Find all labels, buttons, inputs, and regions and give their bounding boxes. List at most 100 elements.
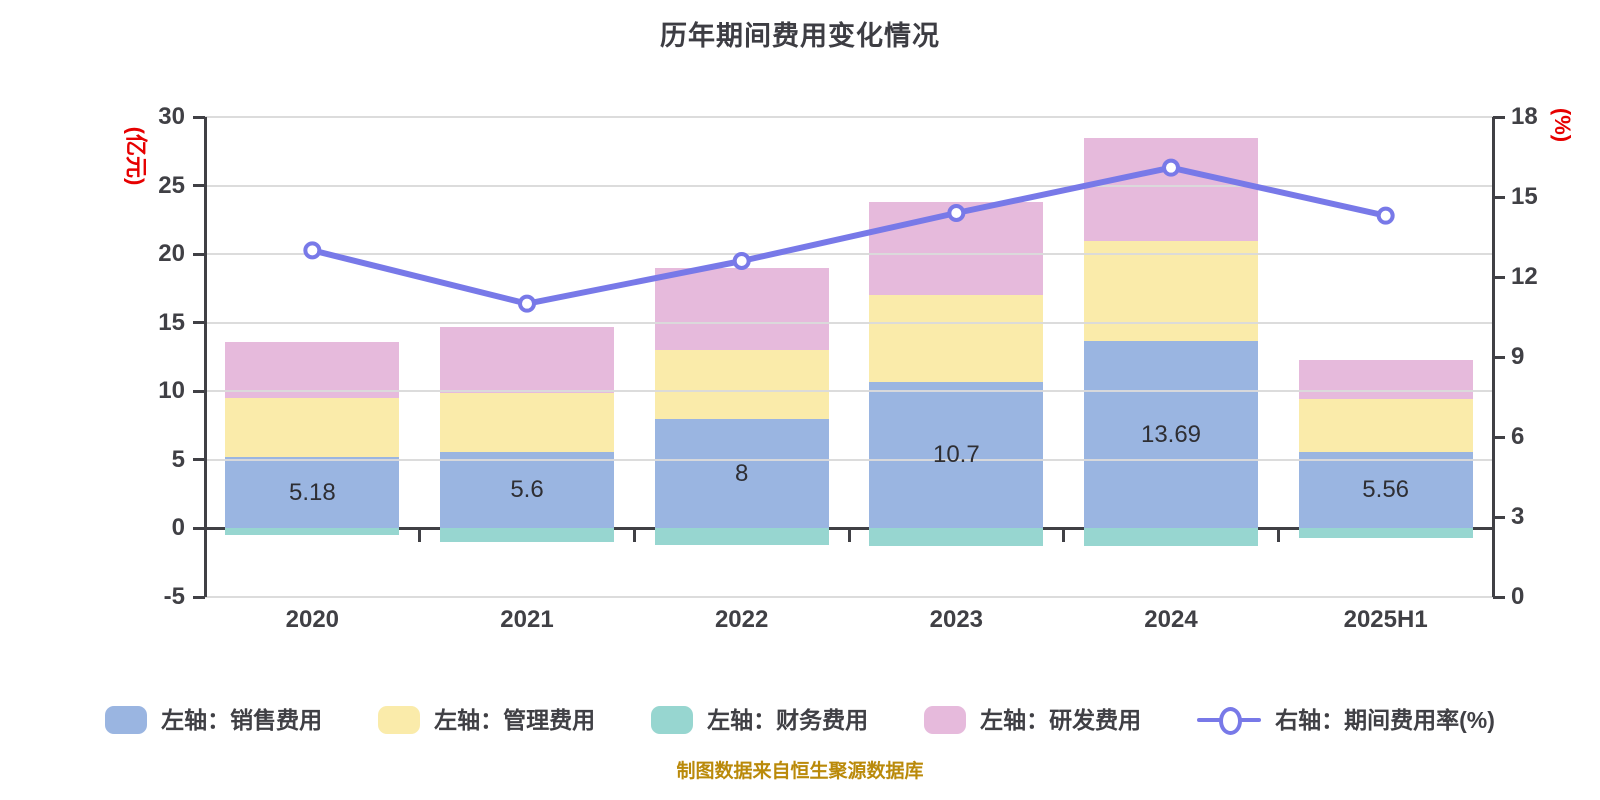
bar-segment-0-2020 xyxy=(225,457,400,529)
left-axis-tick-label: 20 xyxy=(158,240,185,268)
bar-segment-2-2020 xyxy=(225,528,400,536)
legend-swatch-icon xyxy=(378,706,421,734)
legend-swatch-icon xyxy=(924,706,967,734)
legend: 左轴：销售费用 左轴：管理费用 左轴：财务费用 左轴：研发费用 右轴：期间费用率(%) xyxy=(0,697,1600,743)
bar-segment-3-2021 xyxy=(440,326,614,394)
left-axis-tick-label: 30 xyxy=(158,103,185,130)
x-axis-tick xyxy=(847,528,851,543)
rate-line-marker xyxy=(947,204,966,222)
bar-value-label: 5.6 xyxy=(510,476,544,504)
bar-segment-0-2021 xyxy=(440,451,614,529)
bar-segment-1-2023 xyxy=(869,295,1044,382)
data-source-note: 制图数据来自恒生聚源数据库 xyxy=(676,761,924,782)
left-axis-tickmark xyxy=(193,252,205,256)
left-axis-tickmark xyxy=(193,595,205,599)
left-axis-line xyxy=(203,117,207,597)
right-axis-tickmark xyxy=(1493,515,1505,519)
legend-item-1[interactable]: 左轴：管理费用 xyxy=(378,706,595,734)
bar-segment-0-2023 xyxy=(869,381,1044,529)
right-axis-tickmark xyxy=(1493,595,1505,599)
legend-item-4[interactable]: 右轴：期间费用率(%) xyxy=(1197,705,1495,735)
h-gridline xyxy=(205,116,1493,118)
right-axis-tickmark xyxy=(1493,115,1505,119)
rate-line-marker xyxy=(303,241,322,260)
legend-swatch-icon xyxy=(651,706,694,734)
left-axis-tick-label: -5 xyxy=(163,583,185,610)
right-axis-tickmark xyxy=(1493,435,1505,439)
h-gridline xyxy=(205,390,1493,393)
bar-segment-1-2024 xyxy=(1084,240,1258,341)
left-axis-tick-label: 25 xyxy=(158,171,185,199)
left-axis-tickmark xyxy=(193,458,205,462)
bar-value-label: 8 xyxy=(734,459,749,487)
left-axis-tickmark xyxy=(193,321,205,325)
legend-line-circle xyxy=(1219,707,1243,735)
bar-segment-2-2024 xyxy=(1084,528,1258,547)
x-axis-label-2021: 2021 xyxy=(500,606,554,633)
right-axis-tickmark xyxy=(1493,355,1505,359)
bar-segment-3-2020 xyxy=(225,342,400,399)
left-axis-tick-label: 0 xyxy=(171,514,185,542)
rate-line xyxy=(311,164,1387,307)
bar-segment-0-2022 xyxy=(654,418,829,529)
rate-line-marker xyxy=(518,294,536,313)
h-gridline xyxy=(205,184,1493,187)
legend-item-2[interactable]: 左轴：财务费用 xyxy=(651,706,868,734)
x-axis-label-2024: 2024 xyxy=(1144,606,1198,633)
left-axis-tick-label: 5 xyxy=(171,445,185,473)
bar-segment-1-2020 xyxy=(225,398,400,458)
bar-segment-3-2022 xyxy=(654,267,829,351)
bar-segment-2-2021 xyxy=(440,528,614,543)
legend-label: 左轴：研发费用 xyxy=(980,707,1142,733)
bar-segment-1-2021 xyxy=(440,393,614,452)
rate-line-marker xyxy=(732,252,751,270)
bar-value-label: 13.69 xyxy=(1140,420,1202,448)
legend-label: 左轴：管理费用 xyxy=(434,707,596,733)
legend-label: 左轴：财务费用 xyxy=(707,707,869,733)
right-axis-tickmark xyxy=(1493,195,1505,199)
bar-segment-3-2024 xyxy=(1084,137,1258,241)
bar-value-label: 5.18 xyxy=(288,478,336,506)
left-axis-tick-label: 15 xyxy=(158,308,185,336)
right-axis-tick-label: 9 xyxy=(1511,343,1525,370)
right-axis-tick-label: 0 xyxy=(1511,583,1525,610)
bar-segment-1-2025H1 xyxy=(1298,398,1473,453)
bar-value-label: 5.56 xyxy=(1362,476,1410,504)
x-axis-tick xyxy=(418,528,422,543)
x-axis-tick xyxy=(632,528,636,543)
right-axis-tick-label: 12 xyxy=(1511,263,1538,290)
left-axis-tickmark xyxy=(193,389,205,393)
legend-line-marker-icon xyxy=(1197,705,1262,735)
h-gridline xyxy=(205,321,1493,324)
legend-swatch-icon xyxy=(105,706,148,734)
bar-segment-1-2022 xyxy=(654,350,829,419)
x-axis-tick xyxy=(1062,528,1066,543)
rate-line-marker xyxy=(1162,158,1180,177)
bar-segment-2-2025H1 xyxy=(1298,528,1473,539)
right-axis-tickmark xyxy=(1493,275,1505,279)
x-axis-label-2023: 2023 xyxy=(929,606,984,633)
bar-segment-0-2024 xyxy=(1084,340,1258,529)
x-axis-label-2025H1: 2025H1 xyxy=(1343,606,1428,633)
legend-label: 右轴：期间费用率(%) xyxy=(1275,707,1495,733)
h-gridline xyxy=(205,458,1493,461)
legend-item-3[interactable]: 左轴：研发费用 xyxy=(924,706,1141,734)
legend-label: 左轴：销售费用 xyxy=(161,707,323,733)
rate-line-marker xyxy=(1376,206,1395,225)
right-axis-tick-label: 15 xyxy=(1511,183,1538,210)
left-axis-tickmark xyxy=(193,184,205,188)
x-axis-label-2020: 2020 xyxy=(285,606,340,633)
h-gridline xyxy=(205,253,1493,256)
x-axis-label-2022: 2022 xyxy=(714,606,769,633)
legend-item-0[interactable]: 左轴：销售费用 xyxy=(105,706,322,734)
left-axis-tickmark xyxy=(193,115,205,119)
h-gridline xyxy=(205,596,1493,598)
x-axis-tick xyxy=(1276,528,1280,543)
bar-segment-2-2023 xyxy=(869,528,1044,547)
bar-segment-2-2022 xyxy=(654,528,829,545)
left-axis-tick-label: 10 xyxy=(158,377,185,405)
left-axis-tickmark xyxy=(193,526,205,530)
